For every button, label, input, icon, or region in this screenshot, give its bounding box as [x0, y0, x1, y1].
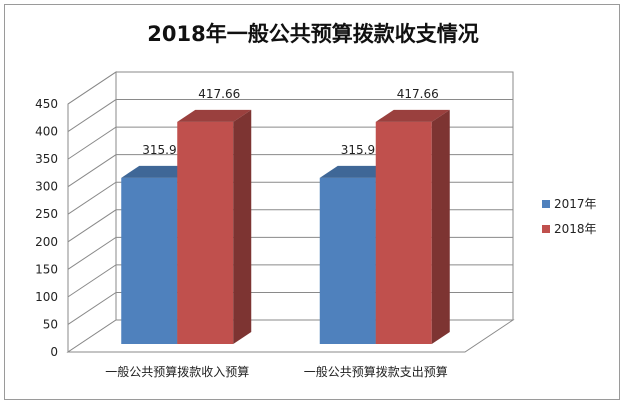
x-category-label: 一般公共预算拨款支出预算	[304, 364, 448, 379]
gridline	[67, 71, 513, 105]
gridline	[67, 99, 513, 132]
y-tick-label: 150	[35, 262, 58, 276]
data-label: 417.66	[198, 87, 240, 101]
legend-swatch	[542, 200, 550, 208]
legend-swatch	[542, 225, 550, 233]
y-tick-label: 100	[35, 290, 58, 304]
y-tick-label: 250	[35, 207, 58, 221]
legend-label: 2017年	[554, 197, 597, 211]
bar-top	[375, 109, 450, 122]
bar-side	[431, 109, 450, 344]
x-category-label: 一般公共预算拨款收入预算	[105, 364, 249, 379]
data-label: 315.98	[341, 143, 383, 157]
y-tick-label: 300	[35, 180, 58, 194]
bar-top	[319, 165, 394, 178]
bar-side	[233, 109, 252, 344]
chart-title: 2018年一般公共预算拨款收支情况	[147, 22, 479, 46]
y-tick-label: 0	[50, 345, 58, 359]
side-wall	[67, 71, 117, 353]
legend-label: 2018年	[554, 222, 597, 236]
y-tick-label: 450	[35, 97, 58, 111]
bar-front	[177, 121, 234, 344]
bar-front	[319, 177, 376, 344]
bar-front	[121, 177, 178, 344]
y-tick-label: 50	[43, 317, 58, 331]
data-label: 315.98	[142, 143, 184, 157]
data-label: 417.66	[397, 87, 439, 101]
y-tick-label: 400	[35, 125, 58, 139]
bar-top	[121, 165, 196, 178]
bar-front	[375, 121, 432, 344]
y-tick-label: 200	[35, 235, 58, 249]
bar-top	[177, 109, 252, 122]
y-tick-label: 350	[35, 152, 58, 166]
